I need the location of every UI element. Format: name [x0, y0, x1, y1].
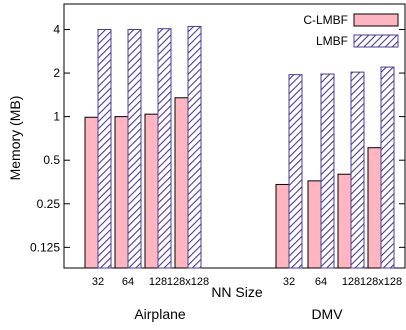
bar-lmbf [380, 66, 395, 269]
group-label-dmv: DMV [311, 306, 343, 322]
x-tick-label: 64 [122, 276, 134, 288]
bar-c-lmbf [144, 113, 159, 269]
y-tick-label: 2 [53, 66, 60, 80]
x-tick-label: 128x128 [167, 276, 209, 288]
x-tick-label: 32 [283, 276, 295, 288]
y-tick-label: 4 [53, 22, 60, 36]
legend: C-LMBF LMBF [303, 13, 399, 48]
legend-swatch-c-lmbf [353, 13, 399, 27]
legend-label-lmbf: LMBF [316, 34, 348, 48]
x-tick-label: 64 [315, 276, 327, 288]
y-tick-label: 0.125 [30, 240, 60, 254]
bar-lmbf [97, 28, 112, 269]
legend-label-c-lmbf: C-LMBF [303, 13, 348, 27]
bar-lmbf [187, 25, 202, 269]
plot-frame [63, 3, 406, 269]
y-tick-label: 0.5 [43, 153, 60, 167]
bar-c-lmbf [114, 116, 129, 269]
bar-lmbf [157, 28, 172, 269]
bar-lmbf [350, 71, 365, 269]
bar-c-lmbf [307, 180, 322, 269]
y-tick-label: 1 [53, 110, 60, 124]
y-tick-label: 0.25 [37, 197, 61, 211]
x-tick-label: 128 [149, 276, 167, 288]
bar-lmbf [288, 74, 303, 269]
x-tick-label: 128x128 [360, 276, 402, 288]
x-tick-label: 128 [342, 276, 360, 288]
bar-c-lmbf [174, 97, 189, 269]
bar-c-lmbf [84, 116, 99, 269]
group-label-airplane: Airplane [134, 306, 186, 322]
bar-c-lmbf [367, 147, 382, 269]
bar-lmbf [320, 73, 335, 269]
bar-c-lmbf [275, 183, 290, 269]
bar-lmbf [127, 28, 142, 269]
x-tick-label: 32 [92, 276, 104, 288]
x-axis-label: NN Size [211, 284, 263, 300]
y-axis-label: Memory (MB) [7, 96, 23, 181]
bar-c-lmbf [337, 173, 352, 269]
legend-swatch-lmbf [353, 34, 399, 48]
